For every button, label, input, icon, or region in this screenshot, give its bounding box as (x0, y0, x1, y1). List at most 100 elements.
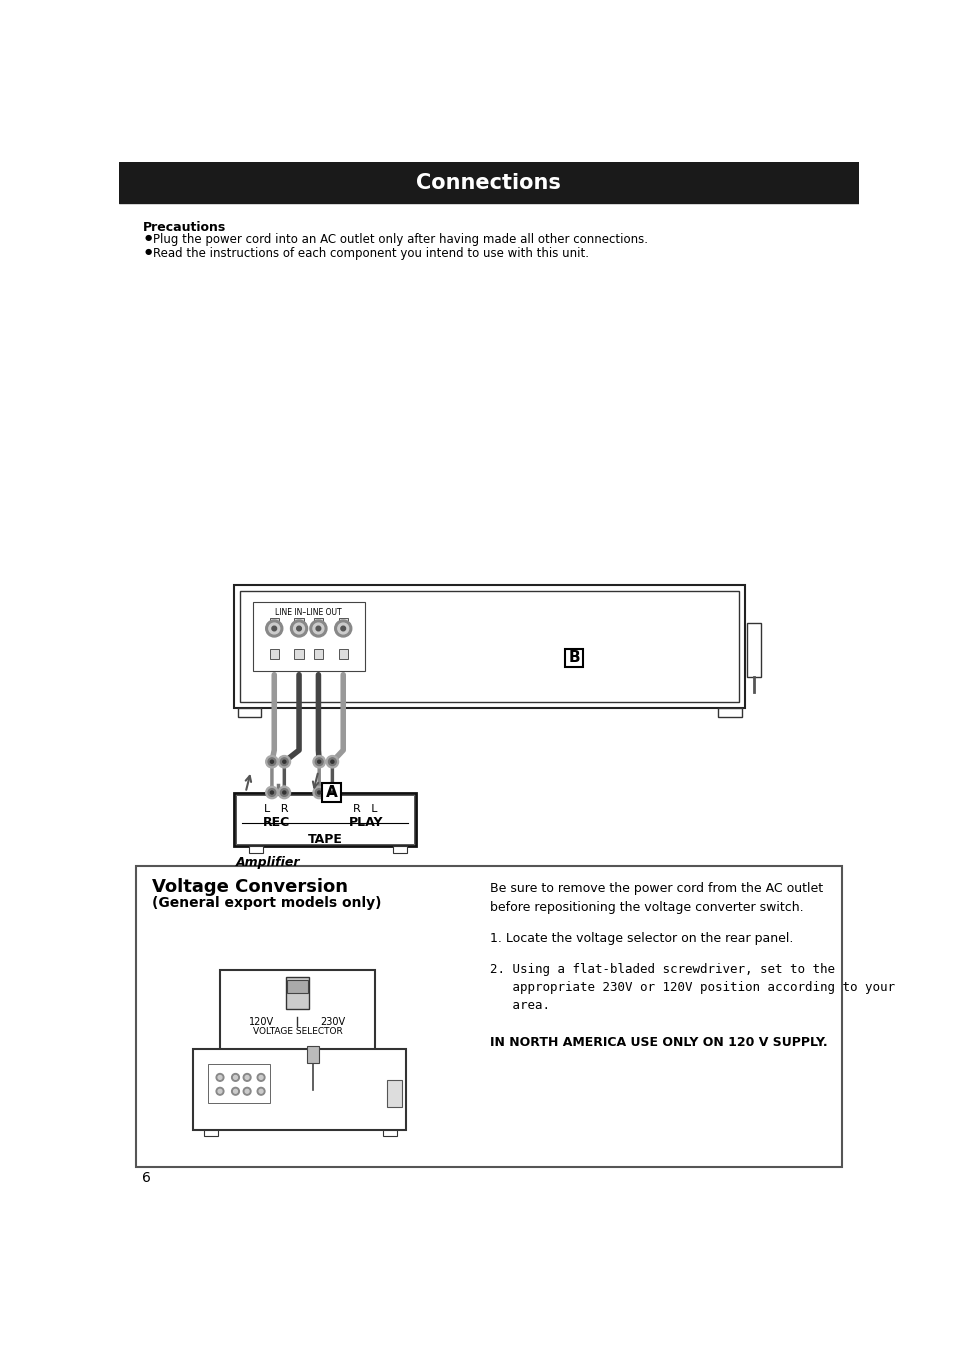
Circle shape (257, 1087, 265, 1095)
Text: ●: ● (145, 247, 152, 255)
Circle shape (326, 755, 338, 768)
Circle shape (243, 1087, 251, 1095)
Text: ●: ● (145, 233, 152, 243)
Circle shape (278, 755, 291, 768)
Text: Plug the power cord into an AC outlet only after having made all other connectio: Plug the power cord into an AC outlet on… (153, 233, 648, 247)
Text: REC: REC (263, 816, 290, 828)
Circle shape (282, 761, 286, 764)
Text: 120V: 120V (249, 1017, 274, 1027)
Circle shape (282, 791, 286, 795)
Text: TAPE: TAPE (307, 832, 342, 846)
Bar (287, 979, 307, 993)
Bar (136, 866, 841, 1167)
Circle shape (232, 1074, 239, 1082)
Text: LINE IN–LINE OUT: LINE IN–LINE OUT (275, 607, 342, 616)
Circle shape (317, 761, 320, 764)
Text: Amplifier: Amplifier (235, 855, 299, 869)
Bar (314, 618, 323, 627)
Circle shape (257, 1074, 265, 1082)
Circle shape (280, 789, 288, 796)
Circle shape (266, 755, 278, 768)
Bar (314, 649, 323, 658)
Bar (338, 649, 348, 658)
Circle shape (310, 621, 327, 637)
Text: Precautions: Precautions (142, 221, 226, 235)
Circle shape (335, 621, 352, 637)
Circle shape (315, 626, 320, 631)
Text: Be sure to remove the power cord from the AC outlet
before repositioning the vol: Be sure to remove the power cord from th… (489, 882, 821, 913)
Circle shape (218, 1090, 222, 1093)
Bar (253, 602, 365, 670)
Circle shape (216, 1087, 224, 1095)
Circle shape (272, 626, 276, 631)
Circle shape (243, 1074, 251, 1082)
Bar (746, 623, 760, 677)
Text: A: A (325, 785, 337, 800)
Bar (208, 1064, 270, 1103)
Circle shape (266, 786, 278, 799)
Bar (270, 649, 278, 658)
Bar (338, 618, 348, 627)
Text: L   R: L R (264, 804, 289, 813)
Circle shape (268, 789, 275, 796)
Circle shape (317, 791, 320, 795)
Bar (270, 618, 278, 627)
Bar (393, 846, 406, 853)
Text: VOLTAGE SELECTOR: VOLTAGE SELECTOR (253, 1028, 342, 1036)
Circle shape (268, 758, 275, 766)
Bar (220, 970, 375, 1090)
Bar (322, 784, 340, 801)
Circle shape (328, 758, 335, 766)
Bar (233, 584, 744, 708)
Bar (386, 1079, 402, 1106)
Bar (240, 591, 739, 701)
Circle shape (266, 621, 282, 637)
Text: Connections: Connections (416, 173, 560, 193)
Circle shape (313, 786, 325, 799)
Bar (193, 1050, 406, 1129)
Bar (286, 977, 309, 1009)
Circle shape (278, 786, 291, 799)
Bar (718, 708, 740, 718)
Circle shape (216, 1074, 224, 1082)
Circle shape (337, 623, 348, 634)
Circle shape (245, 1090, 249, 1093)
Circle shape (291, 621, 307, 637)
Text: (General export models only): (General export models only) (152, 896, 381, 909)
Circle shape (233, 1090, 237, 1093)
Circle shape (269, 623, 279, 634)
Text: Read the instructions of each component you intend to use with this unit.: Read the instructions of each component … (153, 247, 589, 259)
Circle shape (328, 789, 335, 796)
Bar (382, 1129, 396, 1136)
Circle shape (340, 626, 345, 631)
Text: Voltage Conversion: Voltage Conversion (152, 878, 348, 896)
Text: B: B (568, 650, 579, 665)
Bar (204, 1129, 218, 1136)
Bar (307, 1045, 319, 1063)
Text: PLAY: PLAY (348, 816, 382, 828)
Circle shape (294, 623, 304, 634)
Bar (233, 792, 416, 846)
Bar (294, 649, 303, 658)
Circle shape (331, 761, 334, 764)
Bar (119, 162, 858, 204)
Circle shape (315, 789, 323, 796)
Circle shape (296, 626, 301, 631)
Circle shape (326, 786, 338, 799)
Circle shape (232, 1087, 239, 1095)
Text: IN NORTH AMERICA USE ONLY ON 120 V SUPPLY.: IN NORTH AMERICA USE ONLY ON 120 V SUPPL… (489, 1036, 826, 1048)
Circle shape (270, 791, 274, 795)
Circle shape (259, 1075, 263, 1079)
Circle shape (280, 758, 288, 766)
Circle shape (245, 1075, 249, 1079)
Bar (237, 708, 261, 718)
Bar (564, 649, 583, 666)
Circle shape (315, 758, 323, 766)
Bar (294, 618, 303, 627)
Text: R   L: R L (353, 804, 377, 813)
Text: 6: 6 (142, 1171, 152, 1186)
Circle shape (313, 755, 325, 768)
Circle shape (331, 791, 334, 795)
Circle shape (218, 1075, 222, 1079)
Circle shape (259, 1090, 263, 1093)
